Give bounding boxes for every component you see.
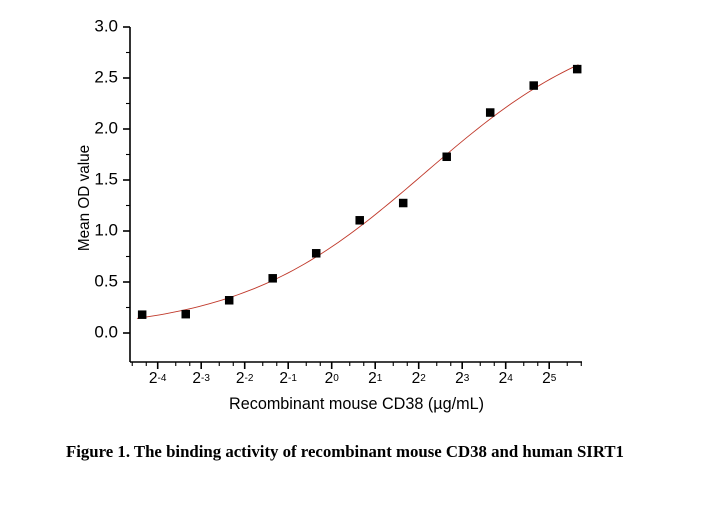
svg-text:23: 23 [455,370,470,387]
svg-text:24: 24 [499,370,514,387]
svg-text:1.5: 1.5 [94,170,118,189]
svg-text:2-1: 2-1 [279,370,297,387]
svg-text:21: 21 [368,370,383,387]
svg-text:2.0: 2.0 [94,119,118,138]
svg-text:2-2: 2-2 [236,370,254,387]
svg-text:3.0: 3.0 [94,17,118,36]
svg-text:2-3: 2-3 [192,370,210,387]
svg-text:Recombinant mouse CD38 (µg/mL): Recombinant mouse CD38 (µg/mL) [229,395,484,413]
svg-text:0.5: 0.5 [94,272,118,291]
svg-text:0.0: 0.0 [94,323,118,342]
svg-text:2-4: 2-4 [149,370,167,387]
svg-text:20: 20 [325,370,340,387]
svg-text:Figure 1. The binding activity: Figure 1. The binding activity of recomb… [66,442,624,461]
svg-text:22: 22 [412,370,427,387]
svg-text:1.0: 1.0 [94,221,118,240]
svg-text:25: 25 [542,370,557,387]
svg-text:2.5: 2.5 [94,68,118,87]
svg-text:Mean OD value: Mean OD value [76,145,93,251]
